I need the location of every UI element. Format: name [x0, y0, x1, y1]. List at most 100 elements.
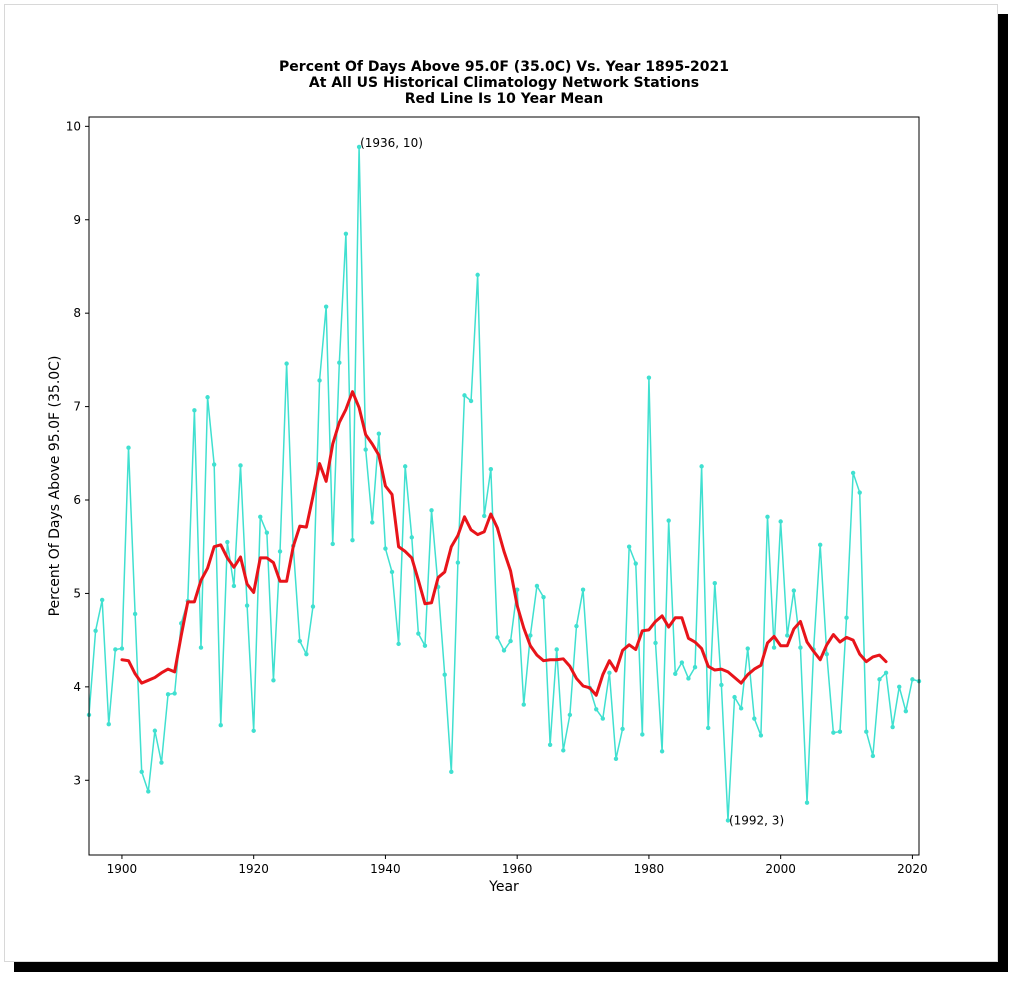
series-0-point — [600, 716, 606, 721]
series-0-point — [864, 729, 869, 734]
series-0-point — [514, 587, 520, 592]
series-0-point — [370, 520, 375, 525]
series-0-point — [251, 728, 256, 733]
y-tick-label: 3 — [73, 773, 81, 787]
series-0-point — [304, 651, 309, 657]
series-0-point — [284, 361, 289, 366]
series-0-point — [297, 638, 302, 644]
series-0-point — [837, 729, 843, 734]
series-0-point — [594, 707, 599, 712]
series-0-point — [771, 645, 777, 650]
x-tick-label: 1900 — [107, 862, 138, 876]
series-0-point — [271, 678, 276, 683]
chart-subtitle-2: Red Line Is 10 Year Mean — [405, 91, 603, 107]
series-1 — [120, 390, 888, 697]
series-0-point — [323, 304, 329, 309]
series-0-point — [910, 677, 915, 682]
series-0-point — [152, 728, 158, 733]
series-0-point — [870, 753, 876, 759]
series-0-point — [113, 647, 118, 652]
series-0-point — [429, 508, 434, 513]
series-0-point — [561, 748, 566, 753]
series-0-point — [198, 645, 204, 650]
series-0-point — [666, 518, 671, 523]
series-0-point — [442, 672, 447, 677]
series-0-point — [317, 378, 322, 383]
y-tick-label: 8 — [73, 306, 81, 320]
series-0-point — [804, 800, 810, 805]
series-0-point — [844, 615, 849, 620]
series-0-point — [363, 447, 368, 452]
series-0-point — [659, 749, 665, 754]
series-0-point — [356, 144, 362, 150]
series-0-point — [244, 603, 250, 608]
series-0-point — [738, 706, 744, 711]
series-0-point — [495, 635, 500, 640]
series-0-point — [475, 272, 480, 278]
series-0-point — [396, 641, 401, 647]
series-0-point — [541, 594, 546, 600]
series-0-point — [850, 470, 856, 476]
x-tick-label: 1980 — [634, 862, 665, 876]
series-0-point — [554, 647, 559, 652]
series-0-point — [277, 549, 283, 554]
series-0-point — [620, 726, 625, 732]
series-0-point — [106, 722, 111, 727]
y-tick-label: 5 — [73, 586, 81, 600]
y-tick-label: 6 — [73, 493, 81, 507]
series-layer — [86, 144, 922, 823]
series-0-point — [534, 583, 540, 589]
series-0-point — [416, 631, 421, 636]
series-0-point — [817, 542, 823, 548]
series-0-point — [686, 676, 691, 681]
series-0-point — [330, 541, 335, 547]
series-0-point — [192, 408, 197, 413]
series-0-point — [528, 633, 533, 638]
series-0-point — [258, 514, 263, 520]
series-0-point — [337, 360, 342, 365]
x-tick-label: 1940 — [370, 862, 401, 876]
series-0-point — [745, 646, 750, 651]
series-0-point — [409, 535, 414, 540]
series-0-point — [139, 769, 144, 775]
series-0-point — [376, 431, 382, 436]
series-0-point — [205, 395, 210, 400]
series-0-point — [119, 646, 125, 651]
series-0-point — [883, 670, 889, 676]
x-tick-label: 2000 — [765, 862, 796, 876]
chart-title: Percent Of Days Above 95.0F (35.0C) Vs. … — [279, 59, 729, 75]
series-0-point — [547, 742, 553, 747]
series-0-point — [607, 670, 612, 676]
series-0-point — [791, 588, 797, 593]
series-0-point — [752, 716, 757, 721]
series-0-point — [706, 725, 711, 731]
series-0-point — [238, 463, 243, 468]
series-0-point — [383, 546, 388, 551]
series-0-point — [468, 398, 474, 404]
series-0-point — [402, 464, 408, 469]
series-0-point — [146, 789, 151, 794]
series-0-point — [653, 640, 658, 646]
series-0-point — [574, 623, 579, 629]
series-0 — [86, 144, 922, 823]
series-0-point — [482, 513, 487, 519]
x-tick-label: 1960 — [502, 862, 533, 876]
series-0-point — [422, 643, 428, 648]
series-0-point — [93, 628, 98, 633]
annotation-label: (1992, 3) — [729, 813, 784, 827]
series-0-point — [778, 519, 783, 524]
series-0-point — [785, 633, 790, 638]
figure-frame — [4, 4, 998, 962]
plot-area — [88, 116, 920, 856]
series-0-point — [824, 651, 829, 657]
series-0-point — [890, 724, 895, 730]
chart-subtitle: At All US Historical Climatology Network… — [309, 75, 699, 91]
series-0-point — [172, 691, 177, 696]
y-axis: 3 4 5 6 7 8 9 10 — [66, 119, 89, 787]
series-0-point — [903, 708, 909, 714]
series-0-point — [692, 665, 698, 670]
series-0-point — [231, 583, 237, 589]
series-0-point — [389, 569, 395, 575]
series-0-point — [126, 445, 131, 450]
